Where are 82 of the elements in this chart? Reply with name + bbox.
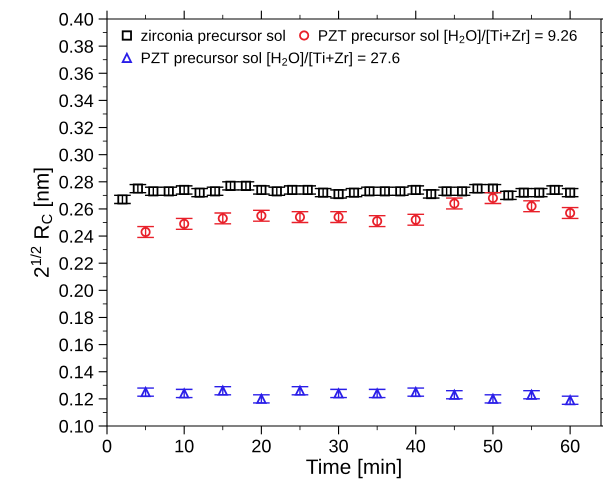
- point: [395, 186, 406, 196]
- point: [140, 226, 151, 238]
- y-tick-label: 0.26: [59, 202, 94, 216]
- point: [218, 386, 228, 396]
- point: [333, 388, 344, 399]
- y-tick-label: 0.16: [59, 338, 94, 352]
- point: [534, 188, 544, 198]
- y-tick-label: 0.28: [59, 176, 94, 189]
- point: [372, 216, 382, 226]
- point: [503, 190, 514, 200]
- y-tick-label: 0.32: [59, 121, 93, 134]
- legend-label: zirconia precursor sol: [141, 30, 285, 44]
- point: [449, 198, 460, 209]
- point: [302, 184, 313, 196]
- y-axis-title: 2$^{1/2}$ R$_{C}$ [nm]: [30, 168, 53, 277]
- point: [550, 184, 560, 196]
- point: [179, 184, 190, 196]
- point: [565, 395, 576, 406]
- point: [148, 186, 158, 196]
- legend-label: PZT precursor sol [H$_{2}$O]/[Ti+Zr] = 27.6: [142, 52, 400, 66]
- point: [380, 186, 390, 196]
- point: [294, 386, 306, 396]
- point: [294, 212, 306, 222]
- point: [164, 186, 174, 196]
- point: [372, 388, 382, 399]
- x-tick-label: 40: [406, 440, 426, 452]
- y-tick-label: 0.40: [59, 12, 94, 26]
- point: [333, 212, 344, 222]
- point: [488, 193, 498, 204]
- y-tick-label: 0.18: [59, 311, 94, 324]
- point: [287, 184, 298, 196]
- y-tick-label: 0.22: [59, 257, 93, 270]
- point: [179, 388, 190, 399]
- point: [318, 188, 328, 198]
- point: [225, 180, 236, 191]
- x-tick-label: 60: [561, 440, 580, 452]
- y-tick-label: 0.20: [59, 284, 94, 298]
- x-tick-label: 10: [176, 440, 194, 452]
- y-tick-label: 0.34: [59, 94, 94, 108]
- y-tick-label: 0.24: [59, 230, 94, 243]
- point: [256, 394, 266, 404]
- point: [194, 188, 205, 198]
- point: [218, 213, 228, 224]
- x-tick-label: 50: [484, 440, 502, 452]
- point: [410, 214, 421, 225]
- y-tick-label: 0.38: [59, 40, 94, 53]
- point: [348, 188, 360, 198]
- point: [526, 390, 537, 400]
- point: [364, 186, 375, 196]
- point: [442, 186, 452, 196]
- point: [256, 210, 266, 221]
- point: [410, 387, 421, 398]
- point: [472, 184, 483, 194]
- point: [272, 186, 282, 196]
- y-tick-label: 0.30: [59, 148, 94, 162]
- y-tick-label: 0.10: [59, 420, 94, 433]
- point: [240, 180, 252, 191]
- point: [449, 390, 460, 400]
- point: [179, 218, 190, 229]
- point: [488, 184, 498, 194]
- point: [426, 188, 436, 200]
- point: [565, 188, 576, 198]
- x-tick-label: 0: [102, 440, 112, 452]
- point: [140, 387, 151, 398]
- point: [333, 188, 344, 200]
- point: [526, 201, 537, 212]
- point: [132, 184, 143, 194]
- point: [210, 186, 220, 196]
- point: [117, 194, 128, 205]
- y-tick-label: 0.14: [59, 366, 94, 378]
- point: [456, 186, 468, 196]
- point: [518, 188, 529, 198]
- x-tick-label: 20: [252, 440, 271, 452]
- x-axis-title: Time [min]: [306, 458, 401, 478]
- legend-label: PZT precursor sol [H$_{2}$O]/[Ti+Zr] = 9.26: [319, 30, 577, 44]
- point: [410, 184, 421, 196]
- y-tick-label: 0.36: [59, 67, 94, 80]
- point: [488, 394, 498, 404]
- point: [565, 208, 576, 218]
- x-tick-label: 30: [329, 440, 348, 452]
- y-tick-label: 0.12: [59, 392, 93, 406]
- point: [256, 184, 266, 196]
